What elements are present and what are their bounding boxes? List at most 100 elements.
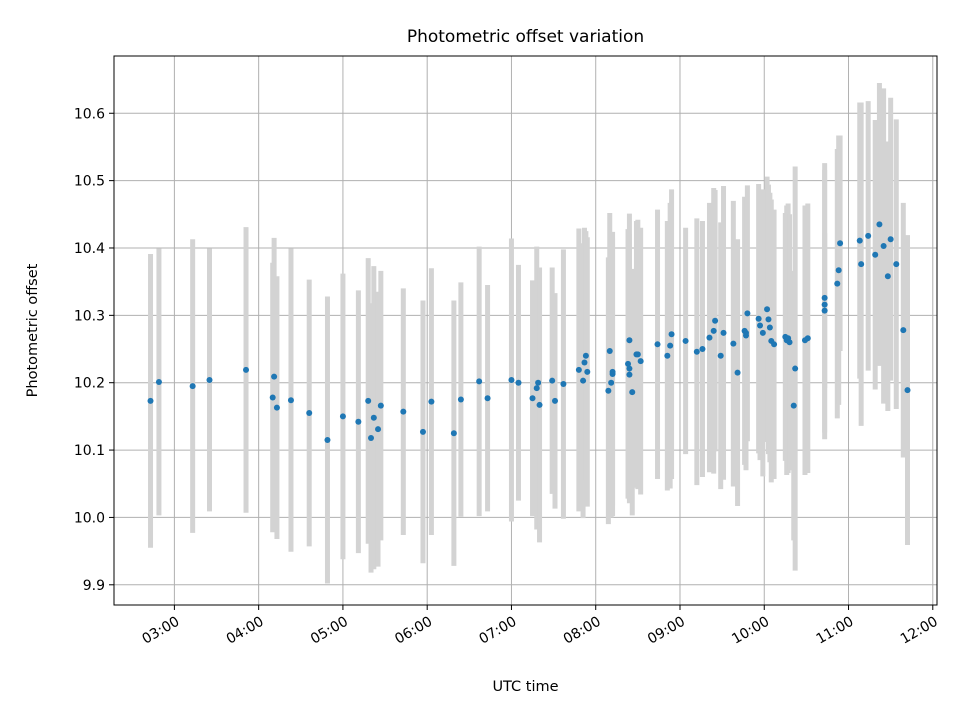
data-point: [821, 307, 828, 314]
data-point: [837, 240, 844, 247]
plot-frame: [113, 55, 938, 606]
data-point: [368, 434, 375, 441]
data-point: [744, 310, 751, 317]
data-point: [900, 327, 907, 334]
data-point: [667, 342, 674, 349]
data-point: [664, 352, 671, 359]
y-tick-label: 10.2: [74, 376, 105, 392]
data-point: [206, 377, 213, 384]
data-points: [147, 221, 911, 443]
data-point: [609, 368, 616, 375]
x-tick-label: 05:00: [308, 614, 351, 648]
y-axis-label: Photometric offset: [25, 263, 41, 397]
data-point: [693, 348, 700, 355]
data-point: [904, 387, 911, 394]
data-point: [551, 397, 558, 404]
data-point: [419, 428, 426, 435]
data-point: [804, 335, 811, 342]
data-point: [765, 316, 772, 323]
data-point: [720, 329, 727, 336]
x-tick-label: 04:00: [224, 614, 267, 648]
x-axis-label: UTC time: [492, 679, 558, 695]
data-point: [764, 306, 771, 313]
data-point: [893, 261, 900, 268]
data-point: [858, 261, 865, 268]
data-point: [712, 317, 719, 324]
y-tick-label: 10.6: [74, 106, 105, 122]
data-point: [533, 385, 540, 392]
data-point: [549, 377, 556, 384]
data-point: [884, 273, 891, 280]
data-point: [370, 414, 377, 421]
data-point: [608, 379, 615, 386]
data-point: [792, 365, 799, 372]
data-point: [876, 221, 883, 228]
x-tick-label: 09:00: [645, 614, 688, 648]
data-point: [377, 402, 384, 409]
y-tick-label: 10.1: [74, 443, 105, 459]
data-point: [755, 315, 762, 322]
data-point: [560, 381, 567, 388]
grid: [114, 56, 937, 605]
data-point: [515, 379, 522, 386]
data-point: [536, 401, 543, 408]
data-point: [625, 360, 632, 367]
data-point: [865, 232, 872, 239]
data-point: [457, 396, 464, 403]
data-point: [606, 348, 613, 355]
data-point: [400, 408, 407, 415]
data-point: [581, 359, 588, 366]
data-point: [365, 397, 372, 404]
data-point: [243, 366, 250, 373]
data-point: [375, 426, 382, 433]
data-point: [880, 242, 887, 249]
y-tick-label: 10.0: [74, 510, 105, 526]
x-tick-label: 12:00: [898, 614, 941, 648]
data-point: [626, 337, 633, 344]
data-point: [790, 402, 797, 409]
data-point: [580, 377, 587, 384]
data-point: [476, 378, 483, 385]
data-point: [834, 280, 841, 287]
x-tick-label: 03:00: [139, 614, 182, 648]
errorbars: [148, 82, 911, 584]
data-point: [535, 379, 542, 386]
data-point: [717, 352, 724, 359]
data-point: [450, 430, 457, 437]
y-tick-label: 10.3: [74, 308, 105, 324]
data-point: [887, 236, 894, 243]
chart-title: Photometric offset variation: [407, 27, 644, 47]
data-point: [273, 404, 280, 411]
data-point: [821, 301, 828, 308]
data-point: [710, 327, 717, 334]
data-point: [682, 337, 689, 344]
data-point: [355, 418, 362, 425]
data-point: [766, 324, 773, 331]
data-point: [484, 395, 491, 402]
data-point: [269, 394, 276, 401]
data-point: [428, 398, 435, 405]
x-tick-label: 07:00: [477, 614, 520, 648]
data-point: [730, 340, 737, 347]
data-point: [575, 366, 582, 373]
data-point: [287, 397, 294, 404]
y-tick-label: 10.4: [74, 241, 105, 257]
data-point: [155, 379, 162, 386]
data-point: [529, 395, 536, 402]
y-tick-label: 9.9: [83, 578, 105, 594]
data-point: [654, 341, 661, 348]
ticks: 03:00 04:00 05:00 06:00 07:00 08:00 09:00 10:00…: [74, 106, 941, 647]
data-point: [324, 436, 331, 443]
data-point: [626, 371, 633, 378]
data-point: [759, 329, 766, 336]
data-point: [271, 373, 278, 380]
data-point: [634, 351, 641, 358]
data-point: [757, 322, 764, 329]
y-tick-label: 10.5: [74, 174, 105, 190]
data-point: [147, 397, 154, 404]
data-point: [872, 251, 879, 258]
data-point: [637, 358, 644, 365]
data-point: [508, 377, 515, 384]
data-point: [821, 294, 828, 301]
